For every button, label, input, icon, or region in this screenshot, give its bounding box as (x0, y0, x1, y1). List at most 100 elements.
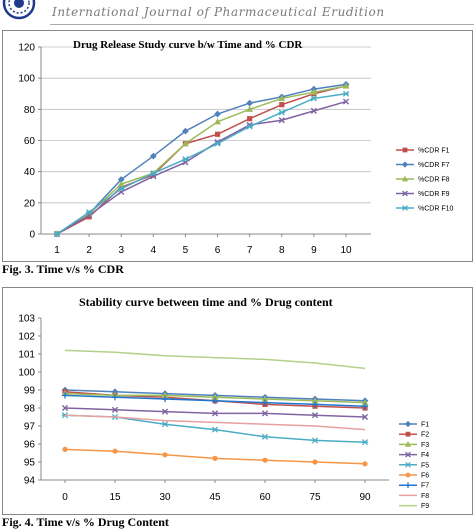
legend-label: F4 (421, 452, 429, 459)
data-point (278, 94, 286, 102)
legend-label: F2 (421, 432, 429, 439)
data-point (342, 98, 350, 105)
data-point (53, 230, 61, 238)
data-point (310, 88, 318, 95)
y-tick-label: 80 (24, 105, 36, 116)
data-point (149, 152, 157, 160)
legend-item: F6 (399, 473, 429, 480)
journal-title: International Journal of Pharmaceutical … (52, 5, 385, 19)
series-line (56, 85, 347, 235)
y-tick-label: 96 (24, 440, 36, 451)
header-divider (50, 24, 474, 25)
chart-title: Stability curve between time and % Drug … (79, 295, 333, 309)
legend-item: %CDR F9 (396, 190, 450, 198)
legend-item: %CDR F8 (396, 175, 450, 184)
legend-marker (405, 482, 411, 489)
legend-marker (405, 472, 411, 478)
data-point (62, 446, 68, 452)
data-point (246, 123, 253, 130)
data-point (310, 95, 318, 102)
data-point (112, 448, 118, 454)
series--cdr-f9 (53, 98, 350, 238)
data-point (214, 131, 221, 137)
data-point (211, 426, 219, 433)
x-tick-label: 30 (159, 492, 171, 503)
legend-item: %CDR F1 (396, 148, 450, 155)
stability-chart: 94 95 96 97 98 99 100 101 102 103 0 15 30 45 60 75 90 Sta… (18, 295, 429, 510)
legend-marker (401, 175, 409, 182)
data-point (311, 401, 319, 408)
x-tick-label: 0 (62, 492, 68, 503)
x-tick-label: 15 (109, 492, 121, 503)
data-point (311, 437, 319, 444)
data-point (361, 439, 369, 446)
data-point (111, 406, 119, 413)
y-tick-label: 94 (24, 476, 36, 487)
data-point (247, 116, 253, 122)
chart-title: Drug Release Study curve b/w Time and % … (73, 39, 303, 51)
data-point (111, 394, 119, 401)
series--cdr-f8 (53, 82, 350, 237)
legend-item: F1 (399, 420, 429, 429)
legend-item: F2 (399, 432, 429, 439)
data-point (278, 117, 285, 124)
series-f7 (61, 392, 369, 410)
data-point (261, 410, 269, 417)
y-tick-label: 100 (18, 368, 35, 379)
legend-marker (402, 205, 408, 211)
x-tick-label: 1 (54, 245, 60, 256)
series-line (56, 100, 347, 235)
legend-marker (405, 461, 411, 468)
legend-item: %CDR F7 (396, 161, 450, 169)
data-point (311, 397, 319, 404)
legend-label: F3 (421, 442, 429, 449)
cdr-release-chart: 0 20 40 60 80 100 120 1 2 3 4 5 6 7 8 9 10 Drug Release S… (18, 39, 453, 256)
data-point (262, 457, 268, 463)
x-tick-label: 45 (209, 492, 221, 503)
legend-item: F3 (399, 441, 429, 449)
legend-item: F8 (399, 493, 429, 500)
series--cdr-f10 (53, 90, 350, 238)
legend-label: F9 (421, 503, 429, 510)
data-point (246, 99, 254, 107)
x-tick-label: 3 (118, 245, 124, 256)
y-tick-label: 98 (24, 404, 36, 415)
legend-label: F1 (421, 422, 429, 429)
data-point (61, 404, 69, 412)
data-point (161, 421, 169, 428)
x-tick-label: 75 (309, 492, 321, 503)
series-f6 (62, 446, 368, 467)
y-tick-label: 100 (18, 74, 35, 85)
y-tick-label: 97 (24, 422, 36, 433)
y-tick-label: 20 (24, 198, 36, 209)
data-point (150, 170, 157, 177)
x-tick-label: 9 (311, 245, 317, 256)
legend-marker (404, 441, 412, 447)
data-point (85, 209, 93, 216)
data-point (362, 461, 368, 467)
series-line (56, 93, 347, 235)
y-tick-label: 99 (24, 386, 36, 397)
cdr-chart-frame: 0 20 40 60 80 100 120 1 2 3 4 5 6 7 8 9 10 Drug Release S… (2, 30, 473, 262)
legend-marker (405, 431, 411, 437)
data-point (342, 90, 350, 97)
data-point (182, 139, 189, 147)
data-point (212, 455, 218, 461)
y-tick-label: 103 (18, 314, 35, 325)
data-point (161, 408, 169, 415)
data-point (342, 82, 350, 89)
series-f4 (61, 404, 369, 421)
series--cdr-f7 (53, 81, 350, 238)
legend-label: F5 (421, 462, 429, 469)
x-tick-label: 8 (279, 245, 285, 256)
legend-label: F8 (421, 493, 429, 500)
journal-seal-icon (2, 0, 36, 20)
legend-item: F7 (399, 482, 429, 490)
data-point (214, 140, 221, 147)
series--cdr-f1 (54, 83, 349, 237)
data-point (182, 156, 189, 163)
data-point (211, 410, 219, 417)
data-point (117, 180, 125, 187)
data-point (261, 399, 269, 406)
series-line (56, 85, 347, 235)
